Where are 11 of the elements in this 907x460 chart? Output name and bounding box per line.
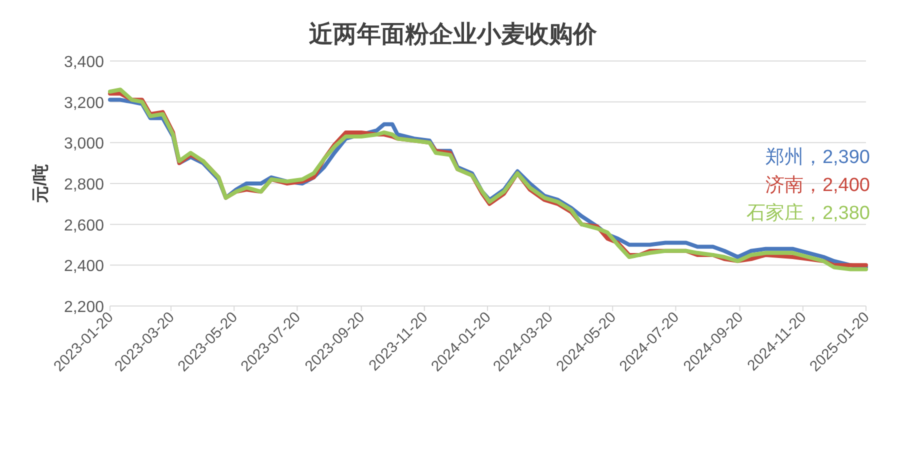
series-label: 石家庄，2,380 <box>746 202 870 224</box>
y-tick-label: 3,400 <box>64 54 104 71</box>
text: 济南，2,400 <box>765 174 870 196</box>
text: 郑州，2,390 <box>765 147 870 168</box>
y-tick-label: 3,000 <box>64 136 104 153</box>
y-tick-label: 2,800 <box>64 176 104 194</box>
chart-title: 近两年面粉企业小麦收购价 <box>309 21 598 48</box>
y-axis-title: 元/吨 <box>31 164 50 204</box>
y-tick-label: 3,200 <box>64 94 104 112</box>
y-tick-label: 2,600 <box>64 217 104 234</box>
y-tick-label: 2,400 <box>64 258 104 276</box>
